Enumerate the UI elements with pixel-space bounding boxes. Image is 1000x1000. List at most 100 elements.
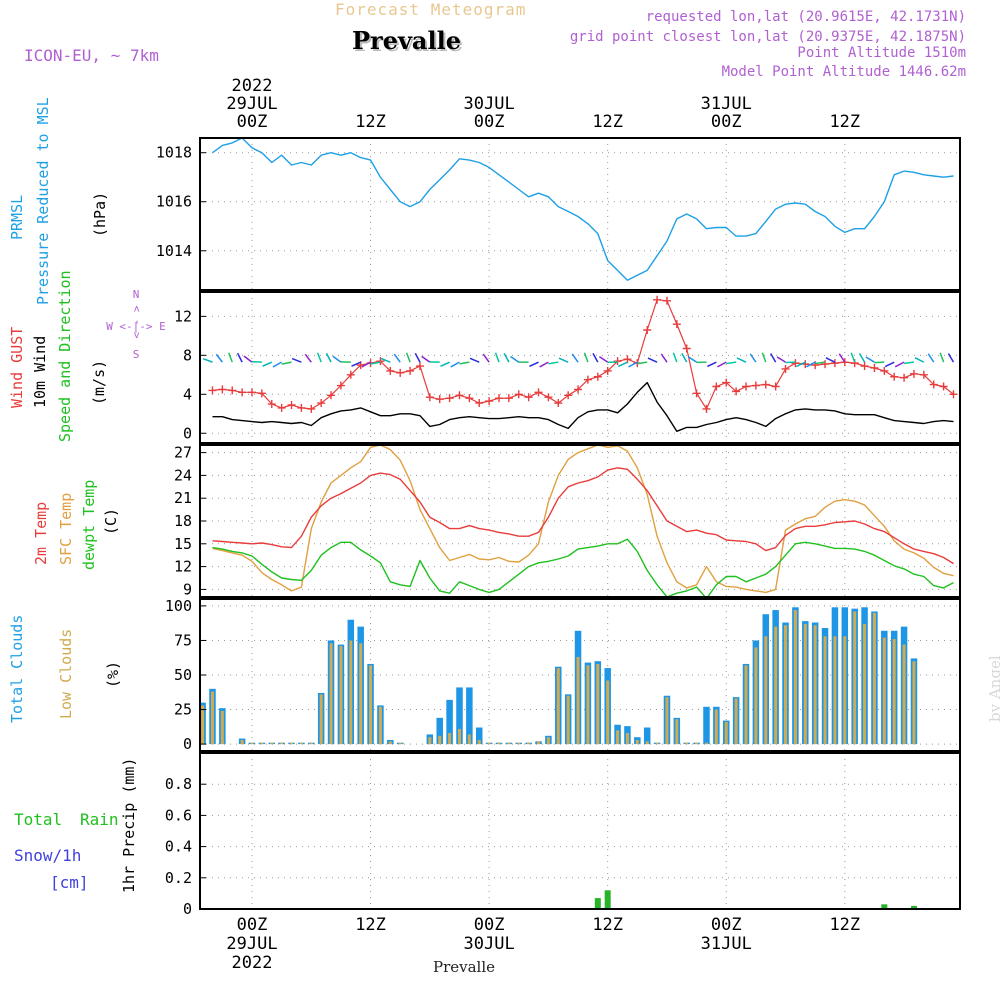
data-series bbox=[200, 137, 958, 909]
wind-direction-arrow bbox=[894, 361, 905, 368]
gust-marker bbox=[742, 382, 750, 391]
axis-text: 1014 1016 1018 0 4 8 12 9 12 15 18 21 24 27 0 25 50 75 100… bbox=[156, 76, 860, 976]
wind-direction-arrow bbox=[805, 361, 816, 368]
low-cloud-bar bbox=[299, 742, 303, 745]
wind-direction-arrow bbox=[503, 352, 510, 363]
low-cloud-bar bbox=[270, 742, 274, 745]
gust-marker bbox=[929, 380, 938, 389]
panel-frames bbox=[199, 137, 961, 910]
gust-marker bbox=[603, 366, 612, 375]
low-cloud-bar bbox=[220, 710, 224, 745]
wind-direction-arrow bbox=[558, 357, 569, 363]
gust-marker bbox=[346, 370, 355, 379]
low-cloud-bar bbox=[210, 691, 214, 745]
compass-north: N bbox=[133, 288, 140, 301]
low-cloud-bar bbox=[863, 623, 867, 745]
low-cloud-bar bbox=[724, 721, 728, 745]
top-time-label: 2022 bbox=[232, 76, 273, 96]
ytick-label: 50 bbox=[174, 666, 192, 684]
t2m-line bbox=[212, 467, 954, 565]
wind-direction-arrow bbox=[291, 357, 302, 363]
wind-direction-arrow bbox=[571, 353, 579, 363]
wind-direction-arrow bbox=[262, 361, 273, 367]
ytick-label: 24 bbox=[174, 466, 192, 484]
low-cloud-bar bbox=[260, 742, 264, 745]
top-time-label: 00Z bbox=[474, 112, 505, 132]
wind-direction-arrow bbox=[726, 361, 737, 365]
gust-marker bbox=[376, 357, 385, 366]
low-cloud-bar bbox=[487, 742, 491, 745]
low-cloud-bar bbox=[369, 665, 373, 745]
gust-marker bbox=[327, 391, 336, 400]
wind-direction-arrow bbox=[865, 356, 875, 363]
precip-frame bbox=[199, 752, 961, 910]
rain-bar bbox=[910, 905, 917, 909]
gust-marker bbox=[712, 382, 721, 391]
total-cloud-bar bbox=[456, 687, 463, 745]
wind-direction-arrow bbox=[914, 356, 925, 363]
low-cloud-bar bbox=[201, 705, 205, 745]
low-cloud-bar bbox=[457, 728, 461, 745]
wind-direction-arrow bbox=[510, 355, 520, 363]
low-cloud-bar bbox=[517, 742, 521, 745]
ytick-label: 0.6 bbox=[165, 806, 192, 824]
wind-direction-arrow bbox=[736, 357, 747, 363]
total-cloud-bar bbox=[475, 727, 483, 745]
wind-direction-arrow bbox=[459, 361, 470, 365]
low-cloud-bar bbox=[704, 742, 708, 745]
gust-marker bbox=[445, 394, 454, 403]
bottom-time-label: 12Z bbox=[592, 915, 623, 935]
wind-direction-arrow bbox=[548, 361, 559, 365]
bottom-time-label: 30JUL bbox=[464, 934, 515, 954]
gust-marker bbox=[662, 296, 671, 305]
low-cloud-bar bbox=[823, 636, 827, 745]
gust-marker bbox=[791, 359, 800, 368]
footer-location: Prevalle bbox=[433, 958, 495, 976]
low-cloud-bar bbox=[734, 698, 738, 745]
gust-marker bbox=[722, 378, 731, 387]
ytick-label: 1014 bbox=[156, 242, 192, 260]
point-altitude: Point Altitude 1510m bbox=[797, 45, 966, 61]
low-cloud-bar bbox=[388, 741, 392, 745]
wind-direction-arrow bbox=[815, 361, 826, 365]
gust-marker bbox=[218, 385, 227, 394]
gust-marker bbox=[870, 363, 879, 372]
ytick-label: 27 bbox=[174, 444, 192, 462]
gust-marker bbox=[890, 372, 899, 381]
wind-direction-arrow bbox=[707, 361, 717, 368]
gust-marker bbox=[396, 368, 405, 377]
gust-marker bbox=[406, 366, 415, 375]
gust-marker bbox=[297, 403, 306, 412]
gust-marker bbox=[336, 381, 345, 390]
wind-direction-arrow bbox=[380, 357, 391, 363]
wind-direction-arrow bbox=[598, 355, 609, 363]
total-cloud-bar bbox=[466, 687, 473, 745]
bottom-time-label: 12Z bbox=[355, 915, 386, 935]
low-cloud-bar bbox=[448, 733, 452, 745]
wind-direction-arrow bbox=[825, 357, 836, 363]
ytick-label: 8 bbox=[183, 346, 192, 364]
gust-marker bbox=[228, 386, 237, 395]
dewpt-line bbox=[212, 538, 954, 600]
wind-direction-arrow bbox=[361, 361, 371, 368]
gust-marker bbox=[672, 320, 681, 329]
wind-direction-arrow bbox=[494, 352, 500, 363]
total-legend: Total bbox=[14, 810, 63, 829]
low-cloud-bar bbox=[774, 626, 778, 745]
bottom-time-label: 12Z bbox=[829, 915, 860, 935]
gust-marker bbox=[455, 391, 464, 400]
wind-direction-arrow bbox=[947, 353, 955, 363]
low-cloud-bar bbox=[576, 657, 580, 745]
low-cloud-bar bbox=[655, 742, 659, 745]
low-cloud-bar bbox=[378, 706, 382, 745]
gust-marker bbox=[880, 366, 889, 375]
gust-marker bbox=[208, 386, 217, 395]
wind-direction-arrow bbox=[687, 356, 698, 363]
gust-marker bbox=[425, 393, 434, 402]
bottom-time-label: 00Z bbox=[237, 915, 268, 935]
ytick-label: 0 bbox=[183, 900, 192, 918]
low-cloud-bar bbox=[695, 742, 699, 745]
low-cloud-bar bbox=[912, 661, 916, 745]
wind-direction-arrow bbox=[482, 353, 490, 363]
gust-marker bbox=[277, 403, 286, 412]
